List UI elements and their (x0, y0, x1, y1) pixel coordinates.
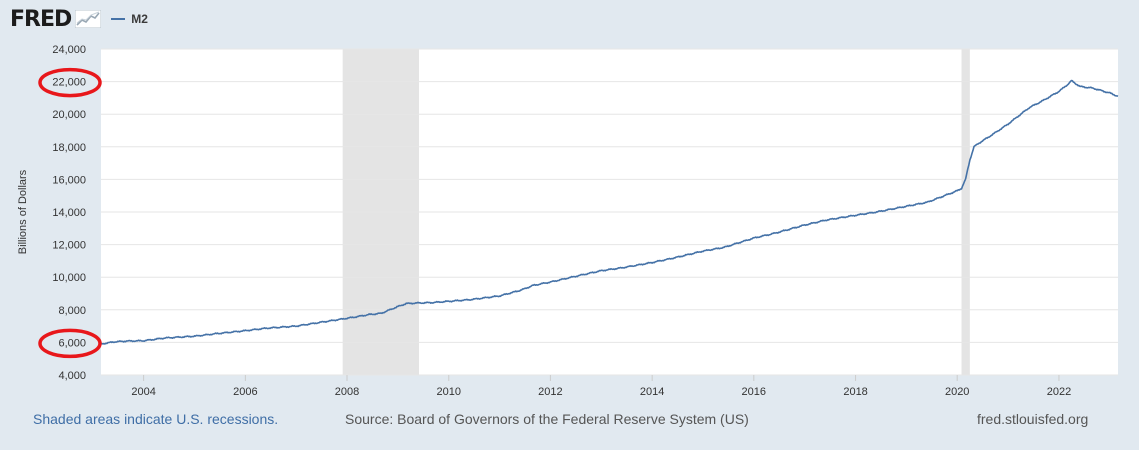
y-tick-label: 20,000 (52, 109, 86, 121)
y-tick-label: 12,000 (52, 240, 86, 252)
legend-label-m2[interactable]: M2 (131, 12, 148, 26)
logo-graph-icon (75, 10, 102, 28)
x-tick-label: 2014 (640, 386, 664, 398)
source-note: Source: Board of Governors of the Federa… (345, 411, 749, 427)
fred-url-link[interactable]: fred.stlouisfed.org (977, 411, 1089, 427)
recessions-note-link[interactable]: Shaded areas indicate U.S. recessions. (33, 411, 279, 427)
legend-swatch (111, 18, 126, 20)
y-tick-label: 10,000 (52, 272, 86, 284)
y-tick-label: 6,000 (58, 337, 86, 349)
gridlines (101, 48, 1118, 376)
legend: M2 (111, 12, 148, 26)
circle-annotation (38, 67, 102, 98)
circle-annotation (38, 328, 102, 359)
x-tick-label: 2004 (131, 386, 155, 398)
y-tick-label: 24,000 (52, 44, 86, 56)
x-axis-ticks: 2004 2006 2008 2010 2012 2014 2016 2018 2020 2022 (131, 375, 1071, 398)
x-tick-label: 2022 (1047, 386, 1071, 398)
circle-annotations (38, 67, 102, 359)
x-tick-label: 2012 (538, 386, 562, 398)
y-tick-label: 18,000 (52, 142, 86, 154)
y-tick-label: 16,000 (52, 174, 86, 186)
fred-logo[interactable]: FRED (10, 6, 72, 32)
y-axis-ticks: 4,000 6,000 8,000 10,000 12,000 14,000 16,000 1… (52, 44, 86, 382)
m2-series-line (100, 79, 1119, 345)
y-tick-label: 14,000 (52, 207, 86, 219)
y-tick-label: 8,000 (58, 305, 86, 317)
x-tick-label: 2008 (335, 386, 359, 398)
x-tick-label: 2018 (843, 386, 867, 398)
x-tick-label: 2016 (742, 386, 766, 398)
chart-header: FRED M2 (10, 6, 148, 32)
x-tick-label: 2010 (437, 386, 461, 398)
y-tick-label: 22,000 (52, 77, 86, 89)
x-tick-label: 2006 (233, 386, 257, 398)
line-chart: 4,000 6,000 8,000 10,000 12,000 14,000 16,000 1… (17, 44, 1119, 398)
y-axis-title: Billions of Dollars (17, 169, 29, 254)
y-tick-label: 4,000 (58, 370, 86, 382)
x-tick-label: 2020 (945, 386, 969, 398)
